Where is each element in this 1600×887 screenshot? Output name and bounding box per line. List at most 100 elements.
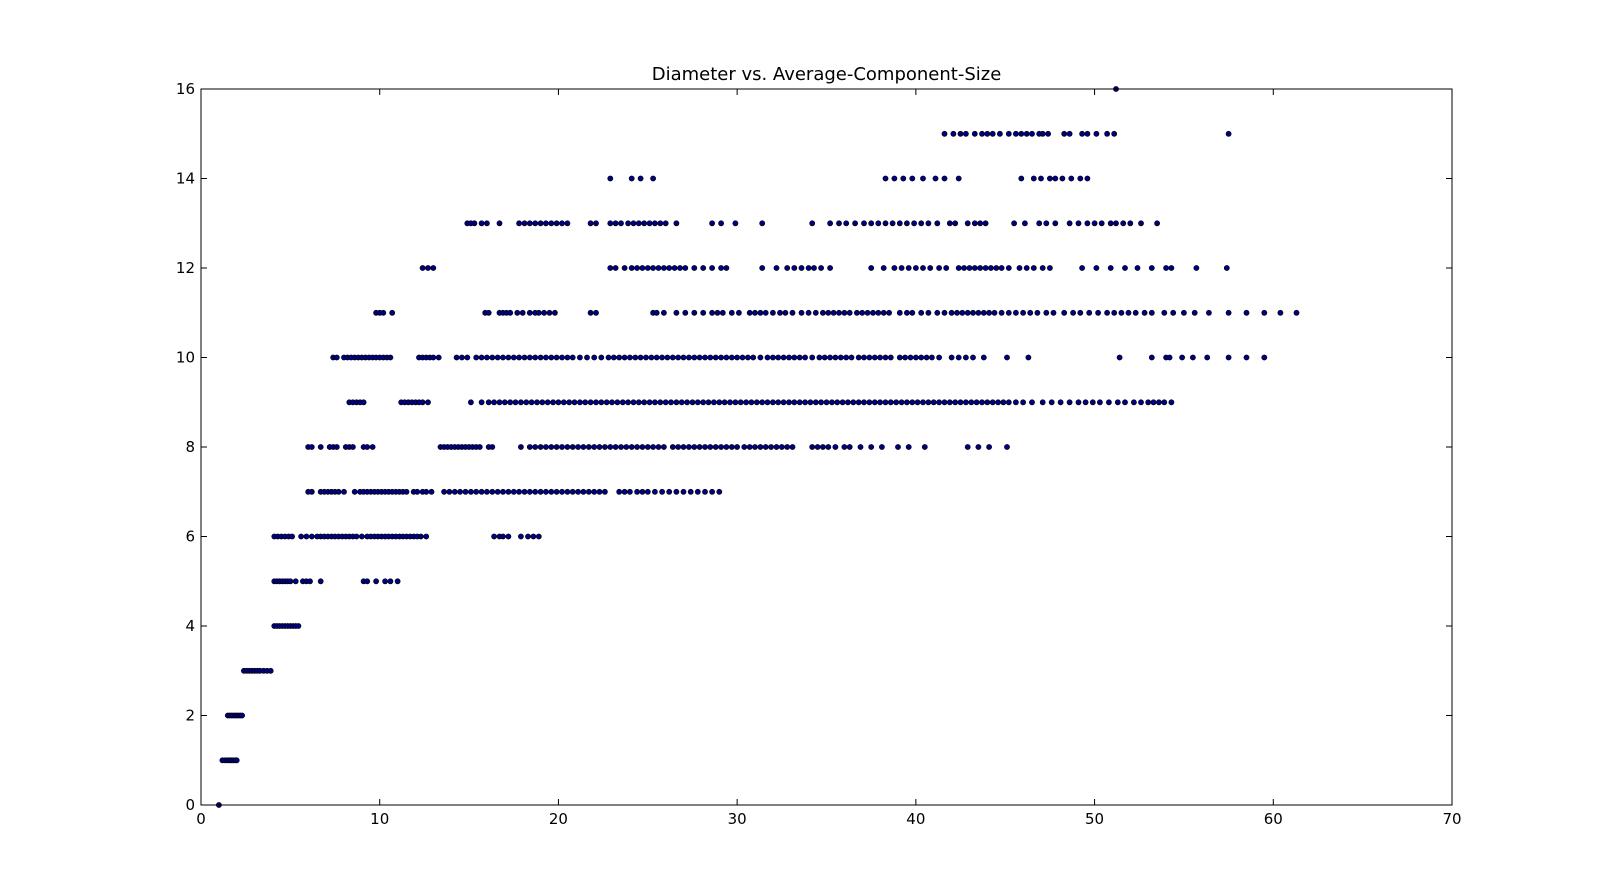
data-point	[920, 175, 926, 182]
data-point	[732, 220, 739, 227]
data-point	[753, 399, 760, 406]
data-point	[287, 578, 294, 585]
data-point	[789, 444, 796, 450]
data-point	[1104, 309, 1110, 316]
data-point	[1145, 399, 1152, 406]
data-point	[591, 488, 598, 495]
data-point	[961, 265, 967, 271]
data-point	[351, 488, 358, 495]
data-point	[966, 265, 973, 271]
data-point	[1048, 399, 1055, 406]
data-point	[1132, 309, 1139, 316]
data-point	[929, 354, 935, 361]
data-point	[907, 354, 914, 361]
data-point	[843, 354, 850, 361]
data-point	[423, 488, 430, 495]
data-point	[920, 399, 926, 406]
data-point	[728, 354, 735, 361]
data-point	[553, 220, 560, 227]
data-point	[653, 354, 660, 361]
data-point	[668, 399, 674, 406]
data-point	[904, 220, 910, 227]
data-point	[809, 220, 816, 227]
data-point	[369, 444, 376, 450]
data-point	[669, 444, 676, 450]
data-point	[909, 399, 916, 406]
data-point	[861, 399, 867, 406]
data-point	[900, 175, 907, 182]
data-point	[861, 220, 867, 227]
data-point	[289, 533, 295, 540]
data-point	[535, 533, 542, 540]
data-point	[1225, 309, 1232, 316]
data-point	[859, 309, 866, 316]
data-point	[1027, 309, 1034, 316]
data-point	[691, 444, 698, 450]
data-point	[1093, 265, 1100, 271]
data-point	[523, 399, 530, 406]
data-point	[526, 220, 533, 227]
data-point	[1039, 265, 1046, 271]
data-point	[836, 309, 842, 316]
data-point	[1023, 130, 1030, 137]
data-point	[998, 265, 1005, 271]
data-point	[653, 309, 660, 316]
data-point	[603, 399, 610, 406]
data-point	[659, 354, 665, 361]
data-point	[473, 488, 480, 495]
data-point	[1161, 309, 1168, 316]
data-point	[918, 309, 925, 316]
data-point	[559, 354, 565, 361]
data-point	[1107, 265, 1114, 271]
data-point	[1020, 399, 1026, 406]
data-point	[628, 265, 635, 271]
data-point	[605, 354, 612, 361]
data-point	[483, 488, 490, 495]
data-point	[478, 488, 485, 495]
data-point	[848, 354, 855, 361]
data-point	[500, 533, 506, 540]
data-point	[936, 354, 942, 361]
data-point	[718, 444, 724, 450]
data-point	[267, 667, 274, 674]
data-point	[587, 220, 594, 227]
data-point	[1039, 130, 1046, 137]
data-point	[494, 488, 501, 495]
data-point	[1018, 130, 1025, 137]
data-point	[650, 175, 656, 182]
data-point	[918, 220, 925, 227]
data-point	[1170, 309, 1177, 316]
data-point	[680, 354, 687, 361]
data-point	[584, 354, 590, 361]
data-point	[485, 309, 492, 316]
plot-frame	[200, 88, 1453, 806]
y-tick-label: 12	[176, 259, 195, 277]
data-point	[854, 309, 860, 316]
data-point	[1005, 265, 1012, 271]
data-point	[1193, 265, 1200, 271]
data-point	[358, 533, 365, 540]
x-tick-label: 30	[728, 810, 747, 828]
data-point	[639, 488, 646, 495]
data-point	[1043, 309, 1050, 316]
data-point	[577, 354, 583, 361]
data-point	[734, 354, 740, 361]
data-point	[868, 265, 875, 271]
data-point	[807, 399, 814, 406]
data-point	[602, 444, 608, 450]
data-point	[866, 354, 873, 361]
data-point	[918, 354, 925, 361]
data-point	[820, 309, 826, 316]
data-point	[977, 220, 984, 227]
data-point	[1013, 309, 1019, 316]
data-point	[959, 309, 966, 316]
data-point	[1030, 265, 1037, 271]
data-point	[657, 399, 664, 406]
data-point	[823, 399, 830, 406]
data-point	[1261, 309, 1268, 316]
data-point	[534, 399, 540, 406]
data-point	[752, 309, 758, 316]
data-point	[845, 399, 851, 406]
data-point	[964, 444, 971, 450]
data-point	[773, 444, 780, 450]
